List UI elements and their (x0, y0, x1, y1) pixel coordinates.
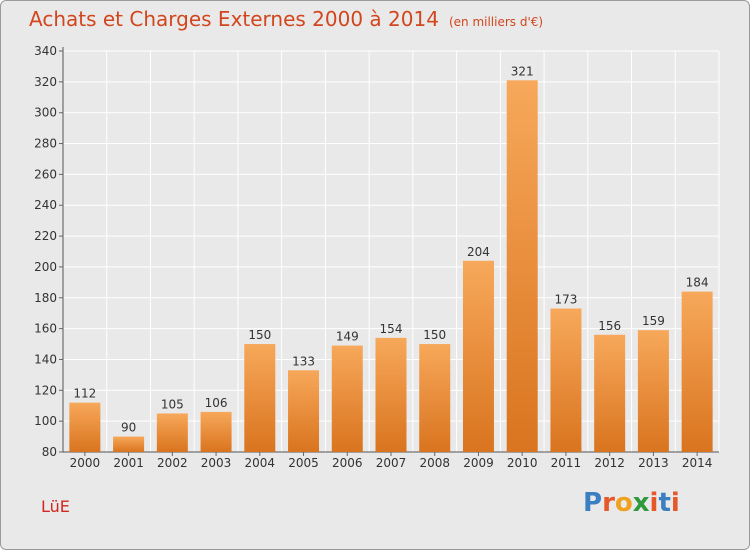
logo-letter: P (583, 488, 603, 518)
bar (288, 370, 320, 452)
logo-letter: i (649, 488, 659, 518)
bar (331, 345, 363, 452)
logo-letter: r (602, 488, 615, 518)
data-label: 106 (205, 396, 228, 410)
bar (69, 402, 101, 452)
x-tick-label: 2012 (594, 456, 625, 470)
data-label: 149 (336, 330, 359, 344)
chart-title: Achats et Charges Externes 2000 à 2014 (e… (29, 7, 543, 31)
bar (550, 308, 582, 452)
data-label: 156 (598, 319, 621, 333)
y-tick-label: 80 (42, 445, 57, 459)
x-tick-label: 2009 (463, 456, 494, 470)
title-text: Achats et Charges Externes 2000 à 2014 (29, 7, 439, 31)
bar (113, 436, 145, 452)
x-tick-label: 2001 (113, 456, 144, 470)
bar (681, 291, 713, 452)
data-label: 90 (121, 421, 136, 435)
bar (375, 337, 407, 452)
bar (419, 344, 451, 452)
x-tick-label: 2003 (201, 456, 232, 470)
labels: 80 100 120 140 160 180 200 220 240 260 280 300 320 34… (34, 44, 712, 470)
y-tick-label: 220 (34, 229, 57, 243)
logo-letter: t (658, 488, 671, 518)
data-label: 133 (292, 354, 315, 368)
proxiti-logo[interactable]: Proxiti (583, 488, 680, 518)
data-label: 204 (467, 245, 490, 259)
y-tick-label: 180 (34, 291, 57, 305)
x-tick-label: 2002 (157, 456, 188, 470)
y-tick-label: 140 (34, 352, 57, 366)
data-label: 321 (511, 64, 534, 78)
bar (200, 411, 232, 452)
y-tick-label: 280 (34, 137, 57, 151)
x-tick-label: 2004 (245, 456, 276, 470)
y-tick-label: 300 (34, 106, 57, 120)
logo-letter: x (632, 488, 650, 518)
bar (506, 80, 538, 453)
bars (69, 80, 713, 453)
data-label: 173 (554, 293, 577, 307)
x-tick-label: 2013 (638, 456, 669, 470)
x-tick-label: 2007 (376, 456, 407, 470)
x-tick-label: 2010 (507, 456, 538, 470)
bar (637, 330, 669, 452)
data-label: 159 (642, 314, 665, 328)
x-tick-label: 2000 (70, 456, 101, 470)
logo-letter: i (670, 488, 680, 518)
x-tick-label: 2005 (288, 456, 319, 470)
bar (156, 413, 188, 452)
data-label: 154 (380, 322, 403, 336)
x-tick-label: 2006 (332, 456, 363, 470)
location-label: LüE (41, 497, 70, 516)
data-label: 150 (423, 328, 446, 342)
x-tick-label: 2014 (682, 456, 713, 470)
y-tick-label: 100 (34, 414, 57, 428)
logo-letter: o (614, 488, 633, 518)
y-tick-label: 160 (34, 322, 57, 336)
bar (244, 344, 276, 452)
data-label: 105 (161, 397, 184, 411)
data-label: 112 (73, 387, 96, 401)
y-tick-label: 260 (34, 167, 57, 181)
x-tick-label: 2011 (551, 456, 582, 470)
y-tick-label: 320 (34, 75, 57, 89)
data-label: 184 (686, 276, 709, 290)
y-tick-label: 240 (34, 198, 57, 212)
data-label: 150 (248, 328, 271, 342)
bar (462, 260, 494, 452)
x-tick-label: 2008 (419, 456, 450, 470)
chart-subtitle: (en milliers d'€) (448, 15, 544, 29)
bar (594, 334, 626, 452)
y-tick-label: 120 (34, 383, 57, 397)
y-tick-label: 200 (34, 260, 57, 274)
y-tick-label: 340 (34, 44, 57, 58)
